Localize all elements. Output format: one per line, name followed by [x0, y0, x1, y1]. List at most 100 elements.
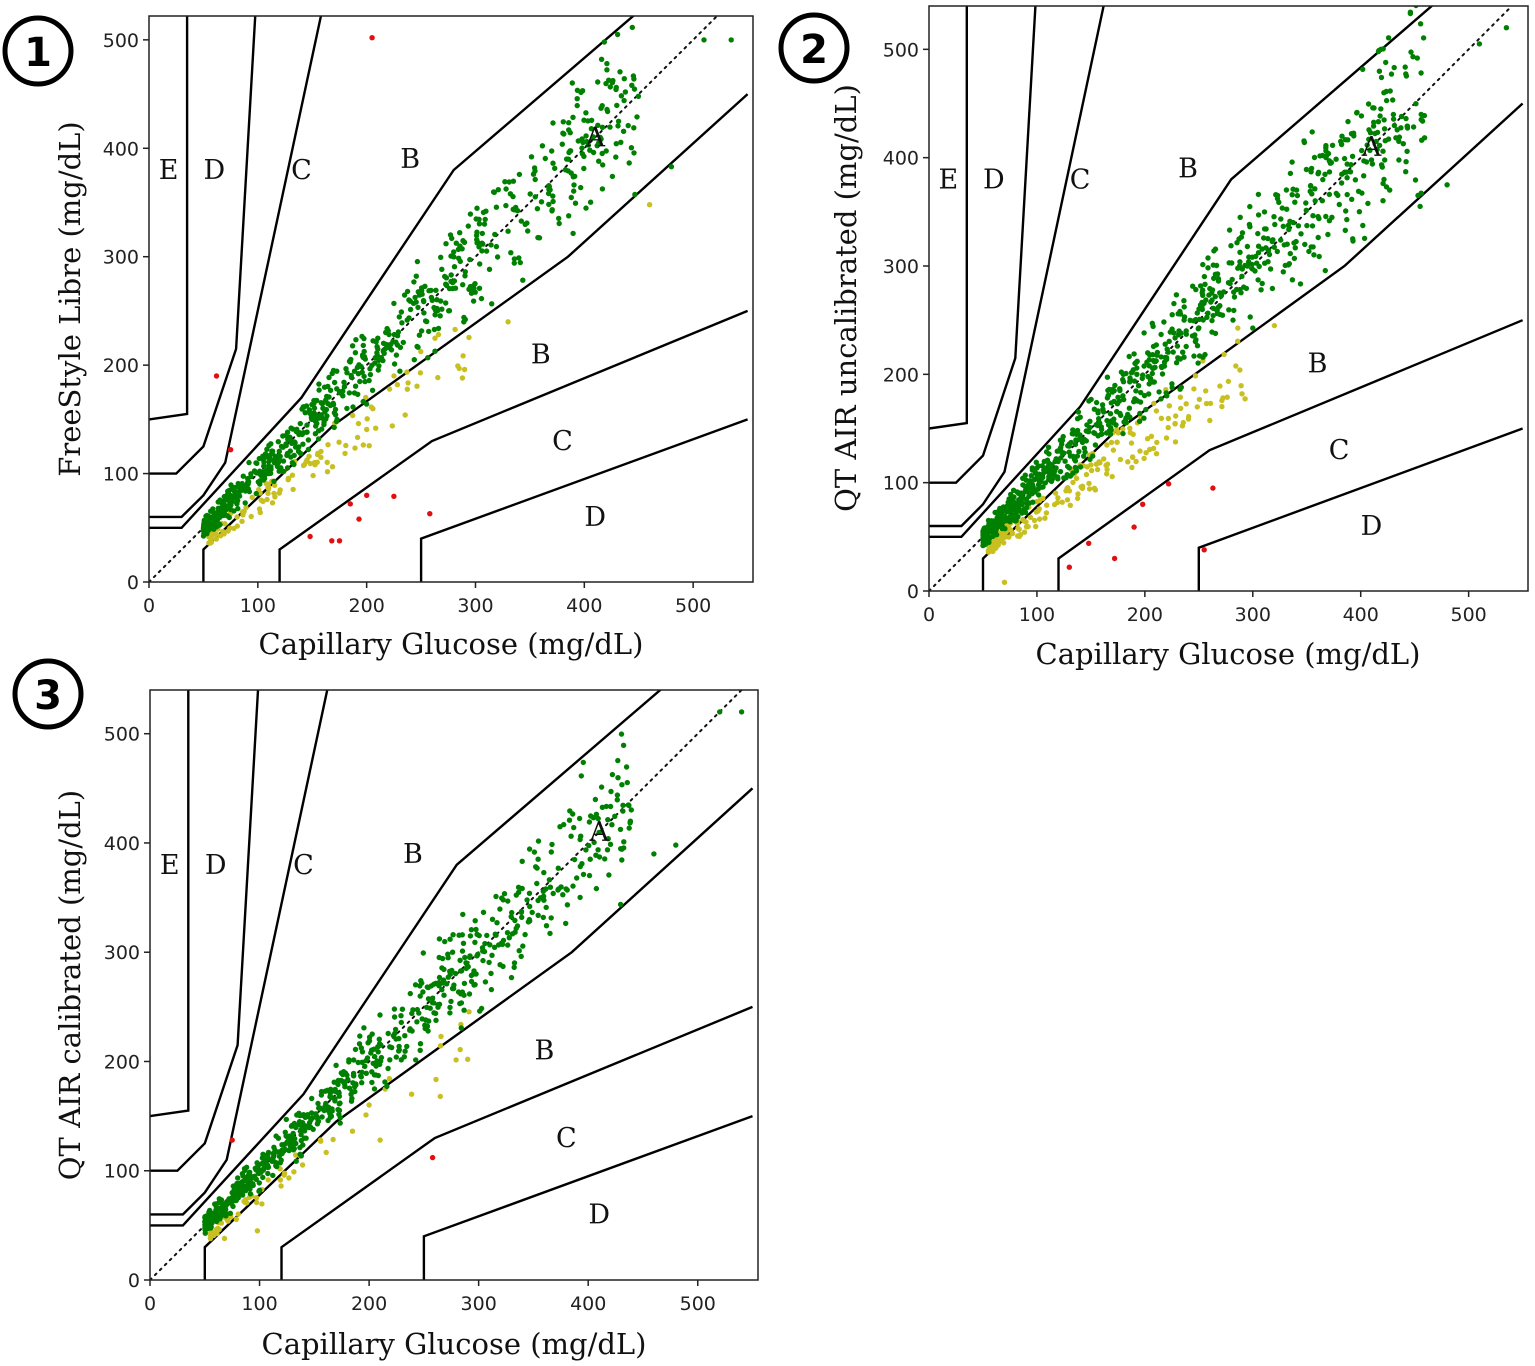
scatter-point: [1104, 466, 1110, 473]
scatter-point: [567, 130, 573, 136]
scatter-point: [427, 511, 433, 517]
scatter-point: [578, 89, 584, 96]
scatter-point: [445, 951, 451, 957]
scatter-point: [1227, 280, 1233, 287]
scatter-point: [1365, 200, 1371, 207]
scatter-point: [353, 337, 359, 343]
scatter-point: [514, 923, 521, 929]
scatter-point: [1203, 388, 1209, 394]
scatter-point: [449, 949, 456, 955]
scatter-point: [549, 148, 555, 154]
scatter-point: [290, 1145, 296, 1151]
scatter-point: [1000, 504, 1007, 510]
scatter-point: [398, 1019, 404, 1026]
scatter-point: [439, 987, 445, 993]
scatter-point: [1172, 420, 1178, 427]
scatter-point: [342, 1079, 348, 1085]
scatter-point: [600, 162, 606, 168]
scatter-point: [447, 936, 453, 942]
scatter-point: [1403, 159, 1409, 165]
scatter-point: [461, 1007, 467, 1013]
scatter-point: [988, 528, 994, 534]
scatter-point: [1342, 227, 1349, 233]
scatter-point: [1224, 394, 1230, 400]
scatter-point: [305, 437, 312, 443]
scatter-point: [571, 188, 577, 194]
scatter-point: [1125, 459, 1131, 465]
scatter-point: [606, 872, 612, 878]
scatter-point: [1210, 485, 1216, 491]
scatter-point: [626, 802, 632, 809]
scatter-point: [1412, 177, 1419, 183]
scatter-point: [478, 295, 485, 302]
scatter-point: [280, 433, 286, 439]
scatter-point: [443, 275, 450, 281]
zone-label-d: D: [584, 502, 606, 533]
zone-label-d: D: [588, 1199, 610, 1230]
scatter-point: [1036, 516, 1043, 522]
scatter-point: [1421, 135, 1428, 141]
scatter-point: [1289, 159, 1295, 165]
scatter-point: [413, 1057, 419, 1063]
scatter-point: [477, 1008, 483, 1014]
scatter-point: [1237, 367, 1243, 373]
scatter-point: [338, 1070, 344, 1076]
scatter-point: [482, 940, 488, 947]
scatter-point: [1067, 502, 1074, 508]
scatter-point: [225, 1218, 231, 1224]
scatter-point: [422, 318, 429, 324]
scatter-point: [450, 985, 457, 992]
scatter-point: [1219, 397, 1225, 404]
scatter-point: [1151, 358, 1158, 365]
scatter-point: [361, 348, 367, 355]
scatter-point: [701, 37, 707, 43]
scatter-point: [394, 342, 401, 348]
y-tick-label: 400: [104, 833, 140, 855]
scatter-point: [507, 191, 514, 197]
scatter-point: [550, 198, 556, 205]
scatter-point: [512, 917, 518, 924]
scatter-point: [1237, 214, 1243, 220]
scatter-point: [273, 1133, 279, 1139]
zone-label-b: B: [403, 839, 423, 870]
scatter-point: [436, 936, 443, 942]
scatter-point: [508, 974, 515, 981]
scatter-point: [1336, 201, 1343, 208]
scatter-point: [498, 940, 505, 946]
panel-3-y-ticks: 0 100 200 300 400 500: [104, 724, 150, 1292]
scatter-point: [1303, 166, 1310, 173]
scatter-point: [447, 232, 454, 238]
scatter-point: [1342, 169, 1348, 175]
scatter-point: [205, 1225, 211, 1232]
scatter-point: [1123, 416, 1129, 422]
scatter-point: [312, 462, 318, 468]
scatter-point: [1065, 485, 1071, 491]
scatter-point: [1333, 156, 1339, 162]
scatter-point: [1029, 465, 1036, 471]
scatter-point: [1034, 498, 1040, 505]
scatter-point: [1265, 259, 1271, 265]
scatter-point: [569, 80, 575, 86]
scatter-point: [304, 422, 310, 428]
scatter-point: [1279, 205, 1286, 211]
scatter-point: [330, 367, 337, 374]
scatter-point: [349, 1128, 356, 1134]
scatter-point: [451, 264, 458, 270]
scatter-point: [1233, 286, 1240, 293]
scatter-point: [325, 401, 331, 407]
scatter-point: [558, 884, 564, 890]
scatter-point: [1070, 453, 1076, 459]
scatter-point: [460, 353, 466, 359]
scatter-point: [1203, 400, 1210, 407]
scatter-point: [1172, 335, 1178, 341]
scatter-point: [1242, 396, 1248, 402]
scatter-point: [420, 989, 426, 995]
scatter-point: [443, 241, 449, 247]
scatter-point: [479, 240, 485, 246]
scatter-point: [276, 490, 282, 496]
scatter-point: [1161, 319, 1167, 325]
scatter-point: [451, 278, 458, 284]
scatter-point: [344, 370, 350, 376]
scatter-point: [570, 811, 576, 817]
scatter-point: [291, 1169, 297, 1175]
